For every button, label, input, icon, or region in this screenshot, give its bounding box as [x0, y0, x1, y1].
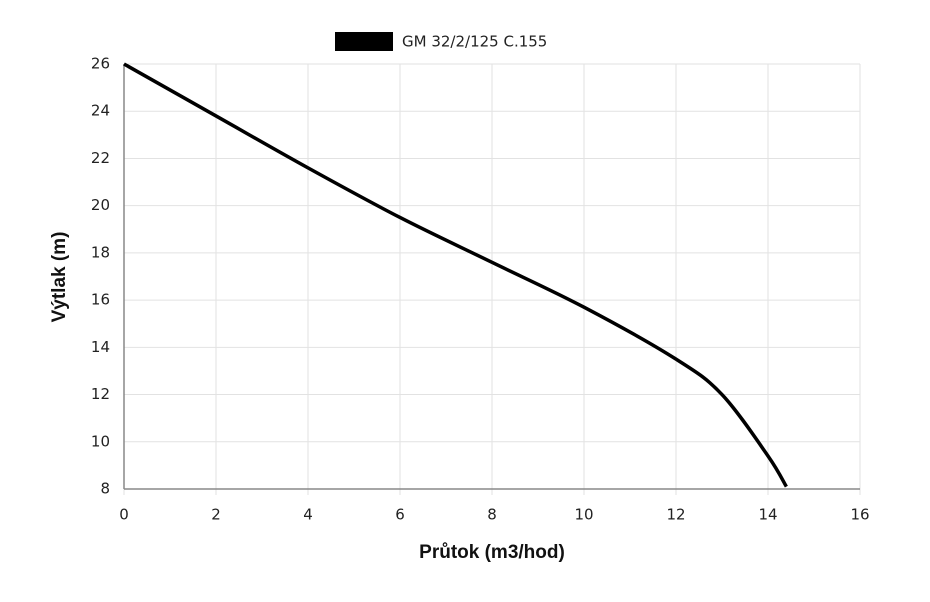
y-tick-label: 14 [91, 338, 110, 356]
series-line [123, 62, 788, 488]
y-tick-label: 16 [91, 291, 110, 309]
x-tick-label: 12 [666, 506, 685, 524]
y-tick-label: 8 [100, 480, 110, 498]
legend-label: GM 32/2/125 C.155 [402, 33, 547, 51]
x-tick-label: 16 [850, 506, 869, 524]
y-axis-title: Výtlak (m) [49, 232, 70, 323]
x-tick-label: 8 [487, 506, 497, 524]
x-axis-title: Průtok (m3/hod) [419, 542, 565, 563]
x-tick-label: 4 [303, 506, 313, 524]
x-tick-label: 14 [758, 506, 777, 524]
y-tick-label: 24 [91, 102, 110, 120]
y-tick-label: 18 [91, 243, 110, 261]
y-tick-label: 22 [91, 149, 110, 167]
y-tick-label: 10 [91, 432, 110, 450]
legend-swatch [335, 32, 393, 51]
y-tick-label: 12 [91, 385, 110, 403]
x-tick-label: 0 [119, 506, 129, 524]
x-tick-label: 6 [395, 506, 405, 524]
y-tick-label: 20 [91, 196, 110, 214]
x-tick-label: 10 [574, 506, 593, 524]
y-tick-label: 26 [91, 55, 110, 73]
x-tick-label: 2 [211, 506, 221, 524]
